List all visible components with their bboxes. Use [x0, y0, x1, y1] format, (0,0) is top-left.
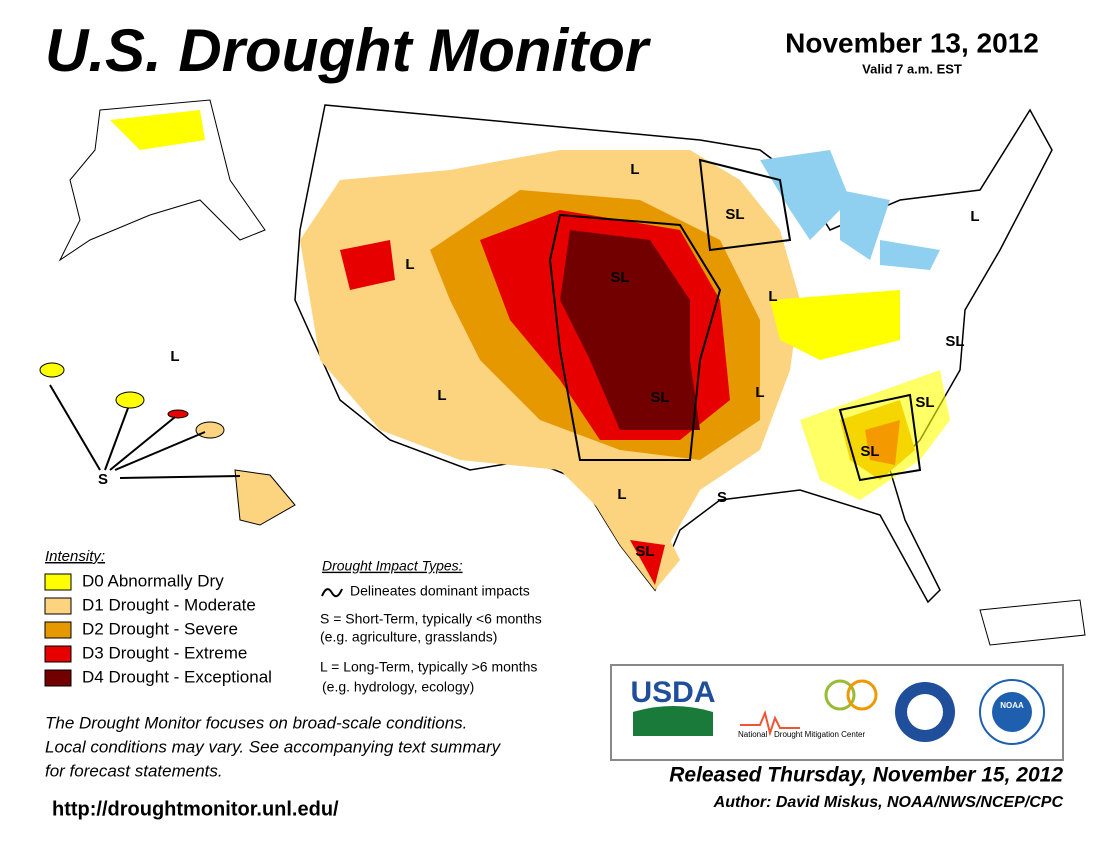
note: for forecast statements. [45, 761, 223, 780]
hawaii [39, 362, 296, 526]
ndmc-tree [846, 679, 878, 711]
map-labels: L SL L SL L SL L SL L SL SL L S SL L L S [98, 161, 980, 560]
url[interactable]: http://droughtmonitor.unl.edu/ [52, 798, 339, 820]
title: U.S. Drought Monitor [45, 17, 652, 84]
valid-time: Valid 7 a.m. EST [862, 61, 962, 76]
legend-label: D3 Drought - Extreme [82, 643, 247, 662]
date: November 13, 2012 [785, 27, 1039, 58]
released: Released Thursday, November 15, 2012 [669, 764, 1063, 787]
legend-title: Intensity: [45, 548, 105, 565]
impact-label: SL [945, 333, 964, 350]
alaska [58, 99, 266, 262]
impact-label: S [717, 489, 727, 506]
legend-swatch [44, 573, 72, 591]
impact-label: SL [635, 543, 654, 560]
usda-logo: USDA [630, 676, 715, 709]
legend-swatch [44, 621, 72, 639]
usda-swoosh [633, 706, 713, 736]
legend-label: D4 Drought - Exceptional [82, 667, 272, 686]
noaa-seal [992, 692, 1032, 732]
legend-swatch [44, 669, 72, 687]
note: The Drought Monitor focuses on broad-sca… [45, 713, 467, 732]
impact-label: L [617, 486, 626, 503]
impact-label: L [405, 256, 414, 273]
doc-seal [907, 694, 943, 730]
ndmc-text: Drought Mitigation Center [774, 730, 865, 739]
impact-label: L [437, 387, 446, 404]
logo-box: USDA National Drought Mitigation Center … [610, 664, 1064, 761]
impact-text: S = Short-Term, typically <6 months [320, 611, 542, 627]
impact-label: SL [915, 394, 934, 411]
impact-label: L [170, 348, 179, 365]
impacts-title: Drought Impact Types: [322, 558, 463, 574]
ndmc-tree [824, 679, 856, 711]
legend-swatch [44, 645, 72, 663]
conus-map [294, 104, 1053, 604]
impact-text: (e.g. agriculture, grasslands) [320, 629, 497, 645]
impact-label: SL [610, 269, 629, 286]
legend-label: D0 Abnormally Dry [82, 571, 224, 590]
impact-label: SL [650, 389, 669, 406]
impact-text: Delineates dominant impacts [350, 583, 530, 599]
impact-label: L [970, 208, 979, 225]
impact-line-icon [321, 588, 343, 598]
note: Local conditions may vary. See accompany… [45, 737, 502, 756]
author: Author: David Miskus, NOAA/NWS/NCEP/CPC [713, 794, 1064, 811]
noaa-text: NOAA [1000, 701, 1024, 710]
ndmc-text: National [738, 730, 768, 739]
puerto-rico [979, 599, 1086, 646]
ndmc-line [740, 709, 800, 737]
impact-text: (e.g. hydrology, ecology) [322, 679, 474, 695]
legend: D0 Abnormally Dry D1 Drought - Moderate D2… [44, 571, 272, 687]
legend-label: D1 Drought - Moderate [82, 595, 256, 614]
impact-label: L [768, 288, 777, 305]
legend-label: D2 Drought - Severe [82, 619, 238, 638]
impact-label: S [98, 471, 108, 488]
impact-label: SL [725, 206, 744, 223]
legend-swatch [44, 597, 72, 615]
impact-label: SL [860, 443, 879, 460]
impact-label: L [630, 161, 639, 178]
impact-label: L [755, 384, 764, 401]
impact-text: L = Long-Term, typically >6 months [320, 659, 537, 675]
